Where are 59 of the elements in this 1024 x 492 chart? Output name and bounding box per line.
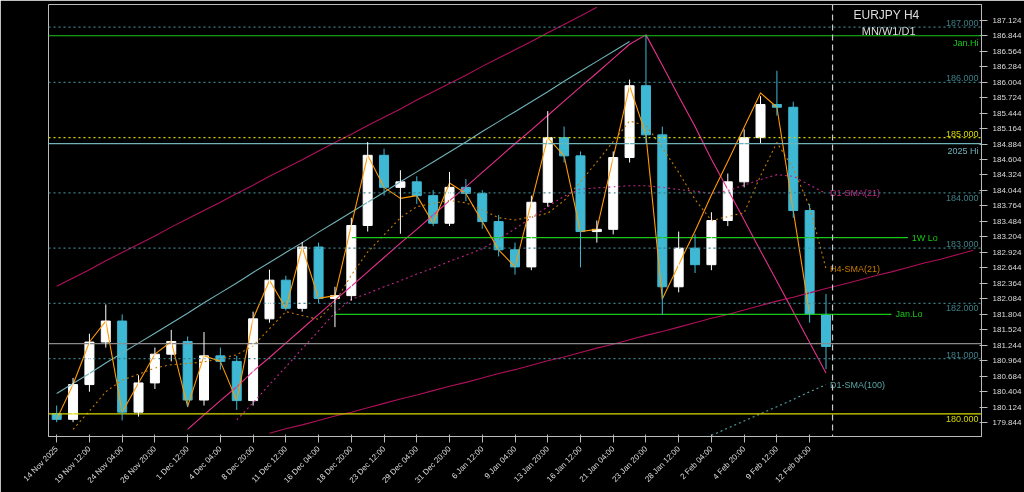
y-tick-label: 186.844: [992, 31, 1022, 41]
series-label: 1W Lo: [911, 232, 938, 243]
series-label: Jan.Lo: [895, 309, 923, 320]
candlestick: [706, 211, 717, 271]
ref-line-label: 182.000: [945, 303, 979, 314]
ref-line-label: 180.000: [945, 413, 979, 424]
series-label: D1-SMA(21): [830, 188, 881, 199]
line-series: [56, 6, 598, 287]
candlestick: [264, 269, 275, 324]
line-series: [187, 34, 827, 430]
series-label: H4-SMA(21): [830, 263, 881, 274]
y-tick-label: 186.284: [992, 62, 1022, 72]
ref-line-label: 184.000: [945, 192, 979, 203]
y-tick-label: 184.044: [992, 185, 1022, 195]
candlestick: [755, 95, 766, 144]
y-tick-label: 185.164: [992, 124, 1022, 134]
y-tick-label: 184.604: [992, 155, 1022, 165]
y-tick-label: 185.444: [992, 108, 1022, 118]
y-tick-label: 179.844: [992, 417, 1022, 427]
ref-line-label: 187.000: [945, 18, 979, 29]
text: MN/W1/D1: [861, 24, 916, 37]
y-tick-label: 180.964: [992, 356, 1022, 366]
y-tick-label: 184.884: [992, 139, 1022, 149]
y-tick-label: 181.804: [992, 309, 1022, 319]
y-tick-label: 181.524: [992, 325, 1022, 335]
y-tick-label: 184.324: [992, 170, 1022, 180]
y-tick-label: 182.364: [992, 278, 1022, 288]
candlestick: [133, 374, 144, 418]
y-tick-label: 182.084: [992, 294, 1022, 304]
y-tick-label: 183.484: [992, 216, 1022, 226]
ref-line-label: 2025 Hi: [947, 145, 979, 156]
candlestick: [804, 203, 815, 324]
y-tick-label: 180.124: [992, 402, 1022, 412]
candlestick: [182, 336, 193, 408]
y-tick-label: 186.004: [992, 77, 1022, 87]
candlestick: [313, 242, 324, 304]
y-tick-label: 182.644: [992, 263, 1022, 273]
y-tick-label: 186.564: [992, 46, 1022, 56]
chart-title: EURJPY H4: [853, 7, 920, 22]
ref-line-label: 185.000: [945, 128, 979, 139]
candlestick: [526, 195, 537, 271]
candlestick: [84, 333, 95, 393]
y-tick-label: 185.724: [992, 93, 1022, 103]
y-tick-label: 180.404: [992, 387, 1022, 397]
ref-line-label: 181.000: [945, 349, 979, 360]
line-series: [72, 120, 827, 430]
series-label: D1-SMA(100): [830, 379, 886, 390]
candlestick: [395, 169, 406, 235]
y-tick-label: 181.244: [992, 340, 1022, 350]
candlestick: [624, 79, 635, 163]
y-tick-label: 183.764: [992, 201, 1022, 211]
y-tick-label: 183.204: [992, 232, 1022, 242]
y-tick-label: 180.684: [992, 371, 1022, 381]
ref-line-label: 186.000: [945, 73, 979, 84]
y-tick-label: 182.924: [992, 247, 1022, 257]
ref-line-label: Jan.Hi: [952, 37, 979, 48]
candlestick: [575, 150, 586, 268]
ref-line-label: 183.000: [945, 239, 979, 250]
y-tick-label: 187.124: [992, 15, 1022, 25]
